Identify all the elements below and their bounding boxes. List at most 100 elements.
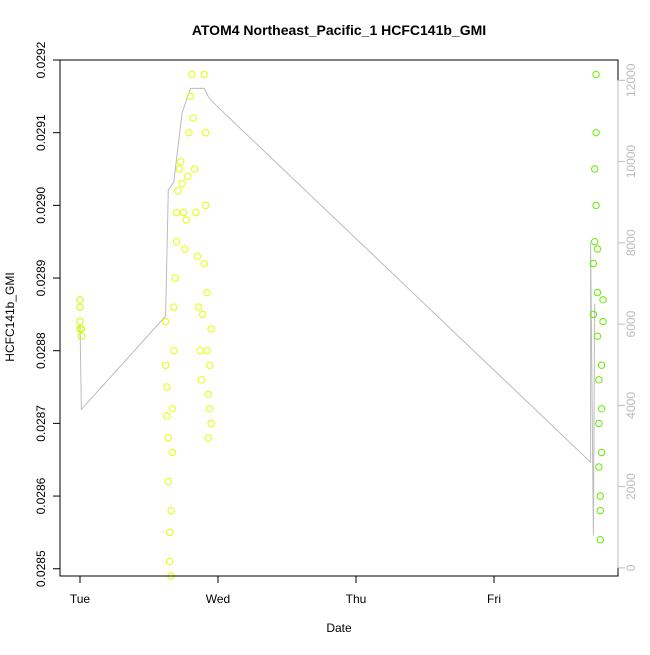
data-point <box>196 347 204 355</box>
x-tick-label: Fri <box>487 592 501 606</box>
data-point <box>599 296 607 304</box>
y-tick-label: 0.0289 <box>34 259 48 296</box>
data-point <box>186 92 195 101</box>
altitude-line <box>79 87 596 536</box>
chart-title: ATOM4 Northeast_Pacific_1 HCFC141b_GMI <box>192 22 486 38</box>
y-tick-label: 0.0286 <box>34 477 48 514</box>
data-point <box>172 238 181 246</box>
data-point <box>174 187 182 195</box>
data-point <box>591 238 599 246</box>
data-point <box>190 165 199 173</box>
data-point <box>203 288 211 297</box>
data-point <box>595 419 603 428</box>
data-point <box>596 536 604 544</box>
data-point <box>170 303 178 311</box>
data-point <box>164 434 173 442</box>
y2-tick-label: 0 <box>624 564 638 571</box>
y2-tick-label: 2000 <box>624 473 638 500</box>
x-tick-label: Thu <box>346 592 367 606</box>
y-tick-label: 0.0292 <box>34 41 48 78</box>
data-point <box>178 179 186 188</box>
data-point <box>161 317 170 326</box>
data-point <box>200 70 208 79</box>
data-point <box>76 303 84 311</box>
scatter-points-layer <box>76 70 607 580</box>
data-point <box>592 70 600 79</box>
data-point <box>596 506 604 515</box>
data-point <box>76 317 84 326</box>
y2-tick-label: 6000 <box>624 310 638 337</box>
data-point <box>589 259 598 268</box>
data-point <box>172 208 181 217</box>
data-point <box>163 412 171 420</box>
data-point <box>207 325 215 333</box>
data-point <box>201 129 210 137</box>
data-point <box>593 332 602 340</box>
y-tick-label: 0.0291 <box>34 114 48 151</box>
plot-frame <box>59 59 619 577</box>
data-point <box>76 296 84 304</box>
data-point <box>201 201 210 210</box>
data-point <box>77 325 86 333</box>
data-point <box>179 208 188 217</box>
data-point <box>206 405 214 413</box>
data-point <box>168 405 177 413</box>
data-point <box>181 245 189 253</box>
data-point <box>591 165 599 173</box>
y-tick-label: 0.0290 <box>34 187 48 224</box>
data-point <box>197 376 206 384</box>
data-point <box>77 332 86 340</box>
data-point <box>597 405 606 413</box>
data-point <box>589 310 598 319</box>
data-point <box>175 165 184 173</box>
y-tick-label: 0.0288 <box>34 332 48 369</box>
data-point <box>593 245 602 253</box>
axes-layer: Tue Wed Thu Fri 0.0285 0.0286 0.0287 0.0288 0.02… <box>34 41 638 606</box>
data-point <box>592 129 600 137</box>
x-axis-label: Date <box>326 621 352 635</box>
altitude-line-layer <box>79 87 596 536</box>
y2-tick-label: 10000 <box>624 145 638 179</box>
data-point <box>595 376 603 384</box>
data-point <box>166 528 174 537</box>
x-tick-label: Tue <box>70 592 91 606</box>
data-point <box>596 492 604 500</box>
data-point <box>597 448 606 457</box>
data-point <box>166 557 174 566</box>
data-point <box>167 506 175 515</box>
data-point <box>188 70 196 79</box>
data-point <box>206 361 214 369</box>
data-point <box>185 129 193 137</box>
data-point <box>207 419 215 428</box>
data-point <box>592 201 600 210</box>
data-point <box>200 259 208 268</box>
y2-tick-label: 12000 <box>624 63 638 97</box>
data-point <box>163 383 171 391</box>
data-point <box>189 114 197 122</box>
data-point <box>192 208 200 217</box>
data-point <box>204 434 213 442</box>
data-point <box>171 274 179 282</box>
data-point <box>593 288 602 297</box>
data-point <box>193 252 202 260</box>
data-point <box>182 216 191 224</box>
data-point <box>199 310 207 319</box>
y-tick-label: 0.0287 <box>34 405 48 442</box>
data-point <box>599 317 607 326</box>
data-point <box>177 158 185 166</box>
y2-tick-label: 4000 <box>624 392 638 419</box>
data-point <box>183 172 192 181</box>
data-point <box>161 361 170 369</box>
data-point <box>597 361 606 369</box>
data-point <box>595 463 603 471</box>
y-axis-label: HCFC141b_GMI <box>3 272 17 361</box>
data-point <box>164 477 173 486</box>
data-point <box>195 303 203 311</box>
y-tick-label: 0.0285 <box>34 550 48 587</box>
data-point <box>168 448 177 457</box>
data-point <box>204 390 213 398</box>
data-point <box>203 347 211 355</box>
data-point <box>170 347 178 355</box>
